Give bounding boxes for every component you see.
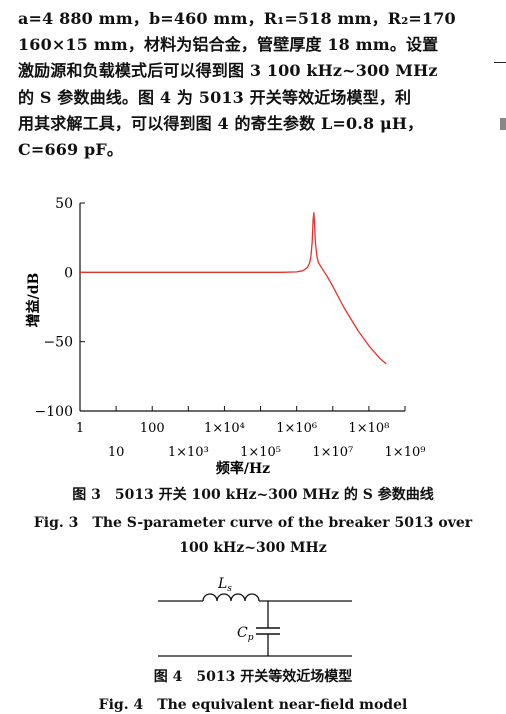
figure3-caption-cn: 图 3 5013 开关 100 kHz~300 MHz 的 S 参数曲线 — [72, 487, 434, 503]
x-tick-label: 1×10⁵ — [240, 445, 281, 460]
x-tick-label: 1×10⁷ — [312, 445, 353, 460]
svg-text:增益/dB: 增益/dB — [25, 272, 42, 327]
body-paragraph: a=4 880 mm，b=460 mm，R₁=518 mm，R₂=170 mm，… — [18, 6, 460, 163]
near-field-model-diagram: Ls Cp — [158, 576, 352, 657]
x-tick-label: 1×10⁹ — [385, 445, 426, 460]
x-tick-label: 1×10⁶ — [276, 421, 317, 436]
figure3-caption-en: Fig. 3 The S-parameter curve of the brea… — [33, 515, 473, 531]
inductor-label: Ls — [217, 576, 232, 594]
x-tick-label: 100 — [140, 421, 165, 436]
x-tick-label: 1×10³ — [168, 445, 209, 460]
paragraph-line: C=669 pF。 — [18, 139, 124, 159]
x-tick-label: 1×10⁴ — [204, 421, 245, 436]
y-tick-label: −50 — [43, 335, 73, 351]
y-axis-label: 增益/dB — [25, 272, 42, 327]
x-tick-label: 1 — [76, 421, 84, 436]
paragraph-line: a=4 880 mm，b=460 mm，R₁=518 mm，R₂=170 mm，… — [18, 9, 460, 28]
inductor-symbol — [202, 593, 260, 602]
figure4-caption-cn: 图 4 5013 开关等效近场模型 — [153, 669, 353, 685]
paragraph-line: 的 S 参数曲线。图 4 为 5013 开关等效近场模型，利 — [18, 87, 412, 107]
x-axis-label: 频率/Hz — [216, 460, 270, 477]
page-edge-mark — [494, 62, 506, 63]
paragraph-line: 160×15 mm，材料为铝合金，管壁厚度 18 mm。设置 — [18, 35, 439, 55]
paragraph-line: 激励源和负载模式后可以得到图 3 100 kHz~300 MHz — [18, 61, 438, 81]
capacitor-label: Cp — [237, 625, 254, 643]
figure3-caption-en-2: 100 kHz~300 MHz — [179, 540, 327, 556]
page-edge-mark — [500, 118, 506, 130]
y-tick-label: 0 — [64, 265, 73, 281]
figure4-caption-en: Fig. 4 The equivalent near-field model — [98, 697, 408, 713]
y-tick-label: −100 — [35, 404, 73, 420]
series-line — [80, 212, 387, 365]
y-tick-label: 50 — [55, 196, 73, 212]
x-tick-label: 10 — [108, 445, 125, 460]
paragraph-line: 用其求解工具，可以得到图 4 的寄生参数 L=0.8 μH， — [18, 113, 424, 133]
x-tick-label: 1×10⁸ — [348, 421, 389, 436]
